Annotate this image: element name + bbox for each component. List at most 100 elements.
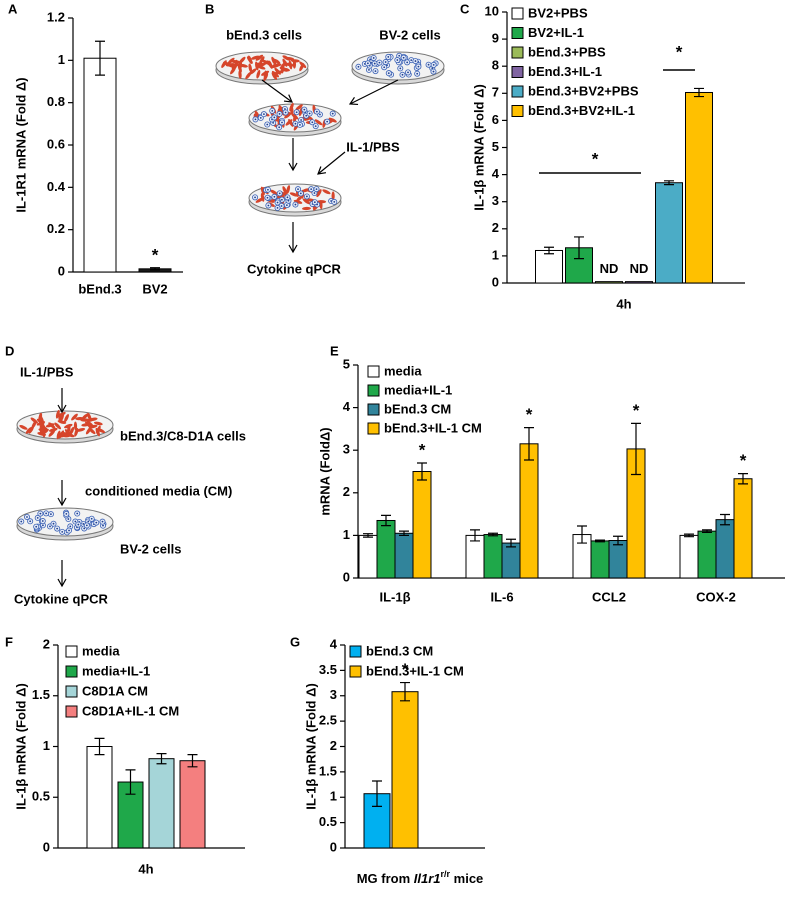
cell-red <box>302 206 311 211</box>
bar <box>679 534 699 579</box>
cell-red <box>256 69 261 79</box>
bar <box>358 534 378 579</box>
arrow <box>348 79 399 106</box>
cell-red <box>71 413 78 421</box>
y-tick-label: 1 <box>343 527 350 542</box>
y-tick-label: 0 <box>43 839 50 854</box>
diagram-label: bEnd.3/C8-D1A cells <box>120 428 246 443</box>
cell-nucleus <box>83 527 86 530</box>
cell-red <box>285 62 295 67</box>
cell-red <box>76 427 86 432</box>
y-tick-label: 6 <box>492 112 499 127</box>
cell-nucleus <box>303 108 306 111</box>
y-tick-label: 5 <box>343 356 350 371</box>
x-tick-label: bEnd.3 <box>78 281 121 296</box>
cell-nucleus <box>396 59 399 61</box>
bar <box>412 471 432 579</box>
error-bar <box>577 525 587 544</box>
panel-label: D <box>5 343 14 358</box>
cell-red <box>85 426 92 435</box>
cell-red <box>59 432 69 436</box>
legend-swatch <box>349 645 362 658</box>
diagram-b: B bEnd.3 cells BV-2 cells IL-1/PBS Cytok… <box>205 1 441 276</box>
x-tick-label: IL-6 <box>490 589 513 604</box>
bar-label: * <box>419 440 426 459</box>
cell-red <box>257 62 267 67</box>
significance-label: * <box>676 42 683 61</box>
legend-label: C8D1A+IL-1 CM <box>82 703 179 718</box>
diagram-label: Cytokine qPCR <box>14 591 109 606</box>
cell-nucleus <box>280 205 283 207</box>
y-tick-label: 4 <box>492 166 500 181</box>
x-tick-label: COX-2 <box>696 589 736 604</box>
x-tick-label: 4h <box>138 861 153 876</box>
cell-nucleus <box>61 530 64 533</box>
legend-label: bEnd.3+BV2+PBS <box>528 83 639 98</box>
cell-nucleus <box>278 126 281 129</box>
cell-red <box>272 63 282 67</box>
cell-nucleus <box>254 196 256 199</box>
x-axis-label: MG from Il1r1r/r mice <box>357 869 484 886</box>
cell-red <box>238 56 246 64</box>
cell-nucleus <box>49 525 51 528</box>
x-axis-label-part: MG from <box>357 871 414 886</box>
cell-red <box>39 421 46 429</box>
error-bar <box>702 529 712 534</box>
error-bar <box>150 267 160 271</box>
diagram-d: D IL-1/PBS bEnd.3/C8-D1A cells condition… <box>5 343 246 606</box>
y-axis-label: IL-1β mRNA (Fold Δ) <box>471 84 486 211</box>
bar <box>86 746 113 849</box>
bar <box>148 758 175 849</box>
cell-nucleus <box>82 523 85 525</box>
cell-nucleus <box>313 192 316 194</box>
bar <box>685 91 713 284</box>
cell-red <box>274 70 284 75</box>
cell-nucleus <box>410 59 413 62</box>
cell-red <box>57 420 67 424</box>
y-tick-label: 5 <box>492 139 499 154</box>
y-tick-label: 1 <box>492 247 499 262</box>
cell-nucleus <box>398 54 401 57</box>
y-tick-label: 0 <box>343 569 350 584</box>
error-bar <box>488 532 498 537</box>
legend-swatch <box>367 403 380 416</box>
x-tick-label: 4h <box>616 296 631 311</box>
panel-label: A <box>8 1 18 16</box>
x-tick-label: BV2 <box>142 281 167 296</box>
y-axis-label: mRNA (FoldΔ) <box>317 427 332 515</box>
legend-label: media+IL-1 <box>384 382 452 397</box>
y-axis-label: IL-1β mRNA (Fold Δ) <box>303 683 318 810</box>
cell-nucleus <box>29 520 32 523</box>
x-axis-label-part: Il1r1 <box>414 871 441 886</box>
cell-nucleus <box>254 118 257 121</box>
cell-nucleus <box>285 204 288 207</box>
cell-red <box>251 55 260 60</box>
arrow <box>317 151 346 175</box>
cell-nucleus <box>378 61 381 64</box>
cell-red <box>249 68 257 75</box>
cell-nucleus <box>65 513 68 515</box>
error-bar <box>506 538 516 548</box>
x-axis-label-part: r/r <box>441 869 451 879</box>
cell-nucleus <box>406 61 409 64</box>
y-tick-label: 0.4 <box>47 179 66 194</box>
panel-label: E <box>330 343 339 358</box>
cell-red <box>56 430 61 440</box>
cell-red <box>25 426 33 434</box>
cell-red <box>230 66 236 75</box>
diagram-label: BV-2 cells <box>120 541 181 556</box>
y-tick-label: 4 <box>330 636 338 651</box>
error-bar <box>720 513 730 526</box>
legend-swatch <box>367 384 380 397</box>
error-bar <box>613 535 623 546</box>
cell-nucleus <box>281 121 283 124</box>
cell-red <box>248 63 253 73</box>
y-tick-label: 0 <box>330 839 337 854</box>
cell-nucleus <box>35 525 38 528</box>
y-tick-label: 0.6 <box>47 136 65 151</box>
cell-red <box>299 63 305 72</box>
error-bar <box>631 422 641 476</box>
legend-label: bEnd.3+IL-1 <box>528 64 602 79</box>
error-bar <box>372 780 382 807</box>
cell-nucleus <box>284 108 286 110</box>
